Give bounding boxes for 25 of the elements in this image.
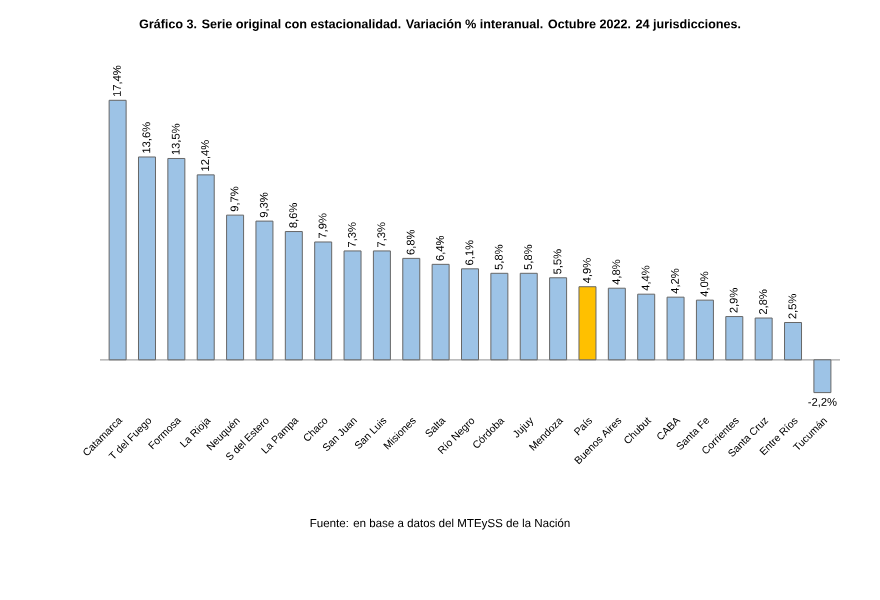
bar	[666, 296, 685, 361]
bar	[343, 250, 362, 361]
bar	[549, 277, 568, 361]
bar	[461, 268, 480, 361]
bar	[255, 220, 274, 361]
bar	[314, 241, 333, 361]
bar	[695, 299, 714, 361]
bar	[402, 257, 421, 361]
bar	[637, 293, 656, 361]
bar	[578, 286, 597, 361]
bar	[607, 287, 626, 361]
bar	[725, 316, 744, 361]
bar	[108, 99, 127, 361]
bar	[754, 317, 773, 361]
bar	[284, 231, 303, 361]
bar	[137, 156, 156, 361]
bar	[167, 157, 186, 361]
bar	[226, 214, 245, 361]
bar	[196, 174, 215, 361]
bar	[784, 322, 803, 361]
bar	[519, 272, 538, 361]
bar	[431, 263, 450, 361]
bar	[490, 272, 509, 361]
bar	[372, 250, 391, 361]
bar	[813, 359, 832, 394]
